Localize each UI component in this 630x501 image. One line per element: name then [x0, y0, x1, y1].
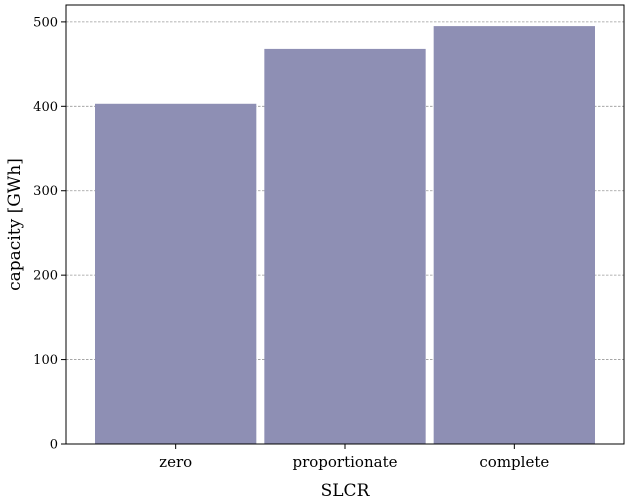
y-tick-label: 200	[33, 269, 58, 284]
x-axis-label: SLCR	[321, 481, 371, 501]
y-axis-label: capacity [GWh]	[5, 158, 25, 291]
x-axis-ticks: zero proportionate complete	[159, 444, 549, 471]
x-tick-label: zero	[159, 453, 192, 471]
y-tick-label: 500	[33, 15, 58, 30]
y-tick-label: 100	[33, 353, 58, 368]
y-tick-label: 300	[33, 184, 58, 199]
bar-zero	[95, 103, 257, 445]
y-tick-label: 0	[50, 438, 58, 453]
x-tick-label: proportionate	[293, 453, 398, 471]
bars	[95, 26, 595, 445]
y-tick-label: 400	[33, 100, 58, 115]
x-tick-label: complete	[479, 453, 549, 471]
y-axis-ticks: 0 100 200 300 400 500	[33, 15, 66, 453]
bar-complete	[433, 26, 595, 444]
bar-proportionate	[264, 48, 426, 445]
